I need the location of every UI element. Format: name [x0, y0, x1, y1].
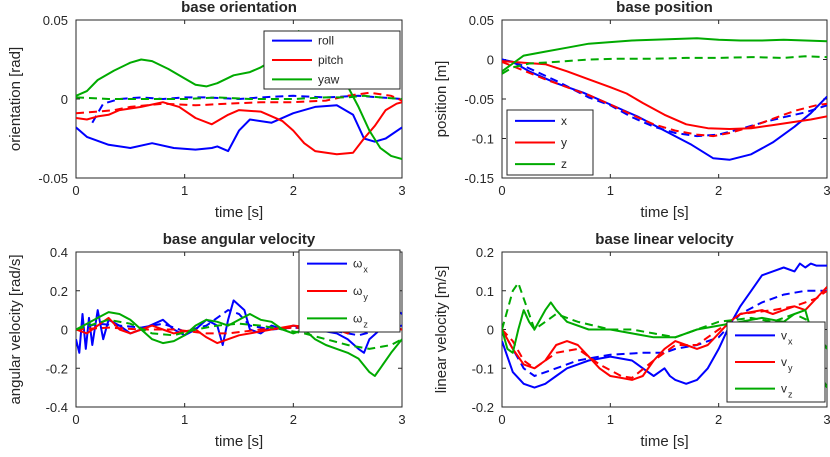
x-axis-label: time [s]: [640, 204, 688, 221]
legend-label-roll: roll: [318, 34, 334, 48]
y-tick-label: 0: [61, 323, 68, 338]
y-tick-label: 0: [61, 92, 68, 107]
series-pitch-reference: [76, 91, 402, 115]
x-tick-label: 3: [398, 183, 405, 198]
series-roll-measured: [76, 104, 402, 153]
x-tick-label: 2: [715, 412, 722, 427]
y-tick-label: 0: [487, 53, 494, 68]
series-roll-reference: [91, 94, 402, 124]
series-y-reference: [502, 60, 827, 138]
legend-subscript: z: [363, 319, 368, 329]
x-tick-label: 1: [181, 412, 188, 427]
x-axis-label: time [s]: [215, 433, 263, 450]
y-tick-label: 0.4: [50, 245, 68, 260]
y-tick-label: 0.2: [50, 284, 68, 299]
legend-subscript: x: [788, 336, 793, 346]
legend-subscript: z: [788, 390, 793, 400]
y-tick-label: -0.2: [472, 400, 494, 415]
plot-area: [502, 37, 827, 161]
x-tick-label: 0: [72, 183, 79, 198]
series-z-reference: [502, 55, 827, 75]
y-tick-label: -0.15: [464, 171, 494, 186]
legend-subscript: y: [788, 363, 793, 373]
x-tick-label: 3: [398, 412, 405, 427]
series-yaw-reference: [76, 94, 402, 100]
x-tick-label: 1: [607, 412, 614, 427]
subplot-1: 0 1 2 3 -0.05 0 0.05 base orientation time [s] or…: [7, 0, 406, 221]
y-axis-label: position [m]: [433, 61, 450, 138]
series-y-measured: [502, 60, 827, 130]
legend: roll pitch yaw: [263, 30, 401, 90]
chart-title: base position: [616, 0, 713, 16]
legend-label-y: y: [561, 136, 567, 150]
y-tick-label: -0.1: [472, 361, 494, 376]
series-pitch-measured: [76, 101, 402, 156]
series-yaw-measured: [76, 30, 402, 160]
y-tick-label: -0.05: [38, 171, 68, 186]
series-v_y-reference: [502, 289, 827, 379]
series-v_x-reference: [502, 289, 827, 378]
series-v_y-measured: [502, 286, 827, 381]
legend-label-z: z: [561, 157, 567, 171]
series-v_x-measured: [502, 262, 827, 389]
y-axis-label: angular velocity [rad/s]: [7, 254, 24, 404]
x-axis-label: time [s]: [215, 204, 263, 221]
y-tick-label: -0.1: [472, 132, 494, 147]
x-tick-label: 0: [72, 412, 79, 427]
chart-title: base angular velocity: [163, 231, 316, 248]
series-v_z-measured: [502, 301, 827, 389]
series-omega_x-reference: [76, 308, 402, 337]
x-tick-label: 2: [715, 183, 722, 198]
chart-title: base linear velocity: [595, 231, 734, 248]
y-tick-label: -0.2: [46, 361, 68, 376]
x-axis-label: time [s]: [640, 433, 688, 450]
y-tick-label: 0.2: [476, 245, 494, 260]
legend-subscript: x: [363, 265, 368, 275]
y-axis-label: orientation [rad]: [7, 47, 24, 151]
subplot-2: 0 1 2 3 -0.15 -0.1 -0.05 0 0.05 base position time…: [433, 0, 830, 221]
x-tick-label: 0: [498, 412, 505, 427]
x-tick-label: 1: [181, 183, 188, 198]
legend-label-x: x: [561, 114, 567, 128]
chart-title: base orientation: [181, 0, 297, 16]
series-omega_z-measured: [76, 311, 402, 377]
y-axis-label: linear velocity [m/s]: [433, 266, 450, 394]
x-tick-label: 2: [290, 183, 297, 198]
legend-subscript: y: [363, 292, 368, 302]
y-tick-label: 0: [487, 323, 494, 338]
plot-area: [502, 262, 827, 389]
y-tick-label: -0.05: [464, 92, 494, 107]
y-tick-label: -0.4: [46, 400, 68, 415]
subplot-4: 0 1 2 3 -0.2 -0.1 0 0.1 0.2 base linear velocity t…: [433, 231, 830, 450]
legend: xyz: [506, 109, 594, 176]
x-tick-label: 1: [607, 183, 614, 198]
series-omega_x-measured: [76, 299, 402, 354]
subplot-3: 0 1 2 3 -0.4 -0.2 0 0.2 0.4 base angular velocity…: [7, 231, 406, 450]
x-tick-label: 3: [823, 412, 830, 427]
x-tick-label: 3: [823, 183, 830, 198]
legend-label-pitch: pitch: [318, 53, 343, 67]
y-tick-label: 0.1: [476, 284, 494, 299]
y-tick-label: 0.05: [43, 13, 68, 28]
series-z-measured: [502, 37, 827, 73]
legend-label-yaw: yaw: [318, 72, 340, 86]
x-tick-label: 0: [498, 183, 505, 198]
y-tick-label: 0.05: [469, 13, 494, 28]
plot-area: [76, 30, 402, 160]
series-v_z-reference: [502, 280, 827, 350]
x-tick-label: 2: [290, 412, 297, 427]
